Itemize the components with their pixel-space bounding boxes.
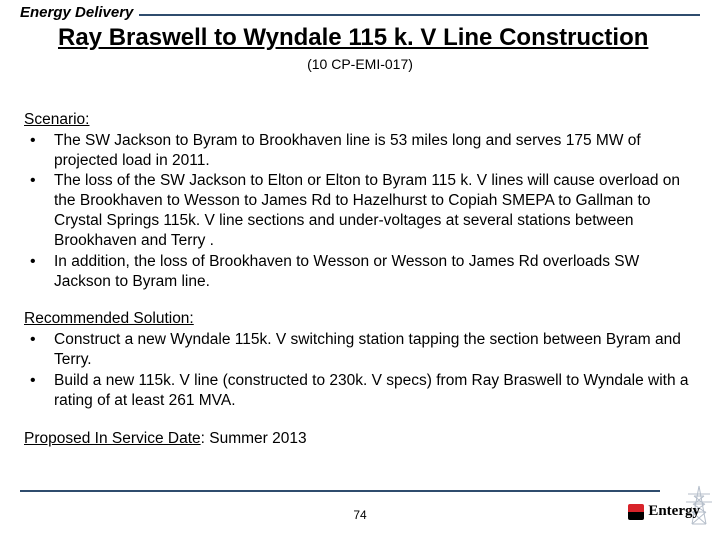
slide: Energy Delivery Ray Braswell to Wyndale … [0, 0, 720, 540]
proposed-date-line: Proposed In Service Date: Summer 2013 [24, 429, 690, 449]
project-code: (10 CP-EMI-017) [0, 56, 720, 72]
list-item: Construct a new Wyndale 115k. V switchin… [24, 330, 690, 370]
solution-heading: Recommended Solution: [24, 309, 690, 329]
body-content: Scenario: The SW Jackson to Byram to Bro… [24, 110, 690, 448]
page-number: 74 [0, 508, 720, 522]
list-item: In addition, the loss of Brookhaven to W… [24, 252, 690, 292]
logo-text: Entergy [648, 503, 700, 520]
solution-list: Construct a new Wyndale 115k. V switchin… [24, 330, 690, 410]
company-logo: Entergy [628, 503, 700, 520]
logo-mark-icon [628, 504, 644, 520]
proposed-date-label: Proposed In Service Date [24, 430, 201, 447]
list-item: The loss of the SW Jackson to Elton or E… [24, 171, 690, 250]
scenario-list: The SW Jackson to Byram to Brookhaven li… [24, 131, 690, 292]
list-item: The SW Jackson to Byram to Brookhaven li… [24, 131, 690, 171]
bottom-rule [20, 490, 660, 492]
scenario-heading: Scenario: [24, 110, 690, 130]
proposed-date-value: : Summer 2013 [201, 430, 307, 447]
banner-label: Energy Delivery [20, 4, 139, 21]
page-title: Ray Braswell to Wyndale 115 k. V Line Co… [58, 24, 700, 53]
list-item: Build a new 115k. V line (constructed to… [24, 371, 690, 411]
